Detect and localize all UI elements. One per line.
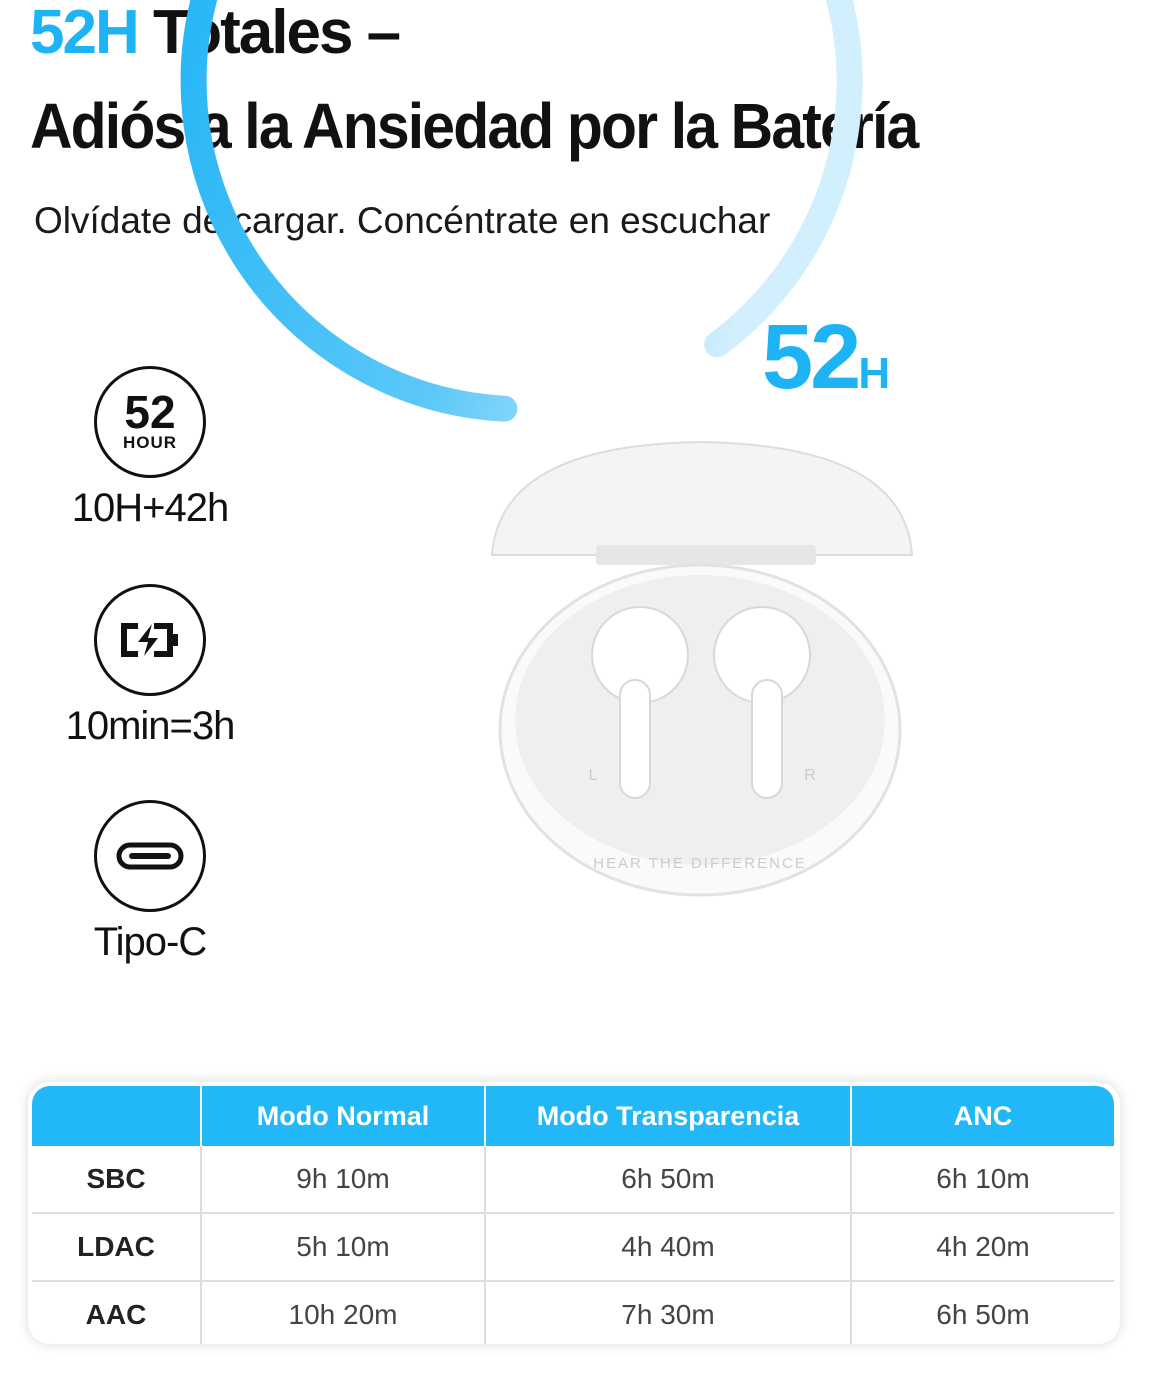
table-cell: 9h 10m xyxy=(200,1146,485,1213)
column-header: Modo Normal xyxy=(200,1086,485,1146)
table-row: AAC 10h 20m 7h 30m 6h 50m xyxy=(32,1280,1114,1344)
table-cell: 6h 50m xyxy=(484,1146,851,1213)
right-mark: R xyxy=(804,767,816,784)
battery-ring-arc xyxy=(180,0,863,422)
codec-label: LDAC xyxy=(32,1212,201,1281)
feature-52-hour: 52 HOUR 10H+42h xyxy=(20,366,280,531)
table-row: SBC 9h 10m 6h 50m 6h 10m xyxy=(32,1146,1114,1213)
table-cell: 6h 10m xyxy=(850,1146,1114,1213)
playtime-table: Modo Normal Modo Transparencia ANC SBC 9h 1… xyxy=(28,1082,1120,1344)
total-hours-unit: H xyxy=(858,349,891,398)
feature-label: 10H+42h xyxy=(71,486,229,530)
left-mark: L xyxy=(589,767,598,784)
table-cell: 4h 20m xyxy=(850,1212,1114,1281)
column-header xyxy=(32,1086,201,1146)
feature-label: Tipo-C xyxy=(93,920,208,964)
battery-ring: L R HEAR THE DIFFERENCE xyxy=(180,0,914,897)
battery-charging-icon xyxy=(94,584,206,696)
subtitle: Olvídate de cargar. Concéntrate en escuc… xyxy=(34,200,771,241)
codec-label: AAC xyxy=(32,1280,201,1344)
table-header-row: Modo Normal Modo Transparencia ANC xyxy=(32,1086,1114,1146)
total-hours: 52H xyxy=(762,305,890,410)
table-cell: 5h 10m xyxy=(200,1212,485,1281)
headline-accent: 52H xyxy=(30,0,140,67)
badge-number: 52 xyxy=(124,386,176,438)
column-header: Modo Transparencia xyxy=(484,1086,851,1146)
total-hours-value: 52 xyxy=(762,306,861,408)
column-header: ANC xyxy=(850,1086,1114,1146)
table-cell: 7h 30m xyxy=(484,1280,851,1344)
feature-label: 10min=3h xyxy=(65,704,236,748)
badge-unit: HOUR xyxy=(122,433,178,452)
table-cell: 4h 40m xyxy=(484,1212,851,1281)
case-text: HEAR THE DIFFERENCE xyxy=(593,855,807,872)
feature-usb-c: Tipo-C xyxy=(20,800,280,965)
earbuds-case-image: L R HEAR THE DIFFERENCE xyxy=(490,440,914,897)
52-hour-badge-icon: 52 HOUR xyxy=(94,366,206,478)
table-cell: 10h 20m xyxy=(200,1280,485,1344)
codec-label: SBC xyxy=(86,1163,146,1194)
usb-c-port-icon xyxy=(94,800,206,912)
table-row: LDAC 5h 10m 4h 40m 4h 20m xyxy=(32,1212,1114,1281)
table-cell: 6h 50m xyxy=(850,1280,1114,1344)
headline-line-2: Adiós a la Ansiedad por la Batería xyxy=(30,90,919,162)
feature-fast-charge: 10min=3h xyxy=(20,584,280,749)
